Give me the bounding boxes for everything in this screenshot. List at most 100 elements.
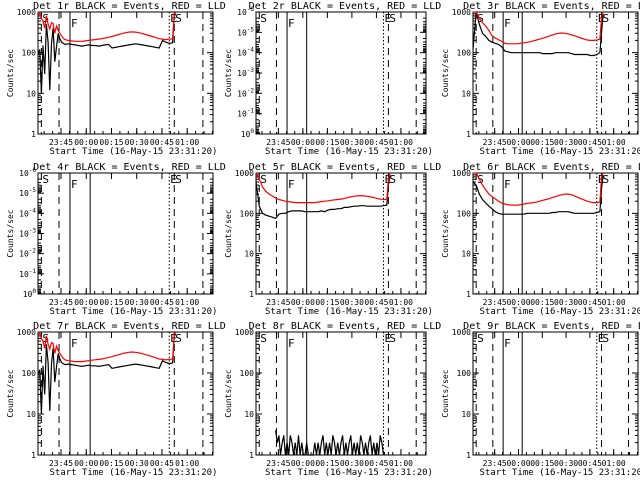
x-tick-label: 01:00	[175, 138, 199, 147]
y-tick-label: 100	[457, 369, 472, 378]
y-axis-label: Counts/sec	[6, 209, 15, 257]
x-tick-label: 01:00	[602, 298, 626, 307]
y-tick-label: 1000	[452, 328, 471, 337]
x-tick-label: 01:00	[175, 459, 199, 468]
y-tick-label: 100	[457, 49, 472, 58]
x-tick-label: 00:45	[578, 298, 602, 307]
x-tick-label: 00:00	[74, 298, 98, 307]
series-events-line	[472, 174, 604, 215]
x-tick-label: 23:45	[483, 138, 507, 147]
detector-panel-6: Det 6r BLACK = Events, RED = LLD 1 10 100 10…	[441, 162, 640, 317]
x-tick-label: 00:15	[99, 298, 123, 307]
event-marker-label: S	[260, 12, 267, 25]
y-axis-label: Counts/sec	[224, 209, 233, 257]
x-tick-label: 00:30	[125, 138, 149, 147]
plot-frame	[37, 11, 214, 135]
y-tick-label: 100	[457, 209, 472, 218]
x-tick-label: 23:45	[266, 138, 290, 147]
series-events-line	[472, 11, 604, 57]
x-axis-label: Start Time (16-May-15 23:31:20)	[480, 468, 640, 478]
detector-panel-3: Det 3r BLACK = Events, RED = LLD 1 10 100 10…	[441, 1, 640, 157]
plot-frame	[472, 11, 639, 135]
event-marker-label: F	[504, 178, 511, 191]
y-tick-label: 10-1	[19, 268, 36, 279]
y-tick-label: 10-6	[237, 6, 254, 17]
plot-frame	[37, 331, 214, 456]
y-tick-label: 1	[31, 130, 36, 139]
y-tick-label: 100	[240, 369, 255, 378]
y-tick-label: 1000	[17, 328, 36, 337]
x-tick-label: 00:00	[291, 138, 315, 147]
event-marker-label: E	[385, 12, 392, 25]
y-tick-label: 100	[240, 209, 255, 218]
x-tick-label: 00:00	[291, 298, 315, 307]
detector-panel-5: Det 5r BLACK = Events, RED = LLD 1 10 100 10…	[224, 162, 441, 317]
x-axis-label: Start Time (16-May-15 23:31:20)	[480, 307, 640, 317]
series-lld-line	[37, 331, 177, 363]
x-axis-label: Start Time (16-May-15 23:31:20)	[265, 468, 433, 478]
y-axis-label: Counts/sec	[6, 49, 15, 97]
series-lld-line	[473, 172, 604, 206]
x-axis-label: Start Time (16-May-15 23:31:20)	[50, 147, 218, 157]
y-tick-label: 10-3	[237, 67, 254, 78]
series-events-line	[275, 430, 385, 456]
x-tick-label: 00:45	[364, 298, 388, 307]
plot-frame	[37, 172, 214, 295]
event-marker-label: F	[71, 178, 78, 191]
event-marker-label: S	[260, 173, 267, 186]
event-marker-label: S	[175, 173, 182, 186]
plot-frame	[255, 331, 427, 456]
x-tick-label: 00:30	[125, 459, 149, 468]
x-tick-label: 00:15	[315, 138, 339, 147]
panel-title: Det 6r BLACK = Events, RED = LLD	[463, 162, 640, 173]
y-axis-label: Counts/sec	[224, 369, 233, 417]
y-tick-label: 1000	[17, 8, 36, 17]
x-tick-label: 00:00	[74, 459, 98, 468]
panel-title: Det 1r BLACK = Events, RED = LLD	[33, 1, 226, 12]
y-tick-label: 10-4	[19, 207, 36, 218]
detector-panel-4: Det 4r BLACK = Events, RED = LLD 100 10-1 1…	[6, 162, 226, 317]
y-tick-label: 10	[461, 89, 471, 98]
y-tick-label: 1000	[452, 169, 471, 178]
y-tick-label: 1	[249, 451, 254, 460]
plot-frame	[255, 172, 427, 295]
x-axis-label: Start Time (16-May-15 23:31:20)	[50, 468, 218, 478]
x-tick-label: 01:00	[389, 298, 413, 307]
x-tick-label: 23:45	[483, 459, 507, 468]
x-tick-label: 00:45	[578, 459, 602, 468]
y-tick-label: 10-1	[237, 108, 254, 119]
panel-title: Det 3r BLACK = Events, RED = LLD	[463, 1, 640, 12]
x-tick-label: 23:45	[266, 298, 290, 307]
x-tick-label: 23:45	[49, 459, 73, 468]
event-marker-label: S	[477, 173, 484, 186]
x-tick-label: 00:15	[530, 459, 554, 468]
detector-panel-9: Det 9r BLACK = Events, RED = LLD 1 10 100 10…	[441, 321, 640, 478]
x-tick-label: 00:00	[506, 459, 530, 468]
x-tick-label: 00:30	[340, 459, 364, 468]
x-tick-label: 00:45	[364, 138, 388, 147]
x-tick-label: 00:15	[315, 459, 339, 468]
event-marker-label: S	[175, 12, 182, 25]
x-tick-label: 00:00	[506, 298, 530, 307]
x-tick-label: 00:15	[99, 138, 123, 147]
detector-panel-1: Det 1r BLACK = Events, RED = LLD 1 10 100 10…	[6, 1, 226, 157]
x-tick-label: 00:45	[150, 298, 174, 307]
x-tick-label: 23:45	[49, 138, 73, 147]
y-tick-label: 10-5	[237, 26, 254, 37]
event-marker-label: S	[477, 12, 484, 25]
plot-frame	[472, 172, 639, 295]
series-lld-line	[37, 11, 177, 42]
series-events-line	[255, 174, 391, 220]
y-tick-label: 100	[23, 288, 37, 299]
y-tick-label: 1	[31, 451, 36, 460]
x-tick-label: 00:15	[315, 298, 339, 307]
event-marker-label: S	[603, 332, 610, 345]
event-marker-label: F	[288, 17, 295, 30]
y-tick-label: 1	[249, 290, 254, 299]
event-marker-label: E	[170, 173, 177, 186]
y-tick-label: 10	[26, 410, 36, 419]
x-tick-label: 00:45	[364, 459, 388, 468]
event-marker-label: F	[504, 337, 511, 350]
detector-panel-2: Det 2r BLACK = Events, RED = LLD 100 10-1 1…	[224, 1, 441, 157]
event-marker-label: S	[389, 173, 396, 186]
